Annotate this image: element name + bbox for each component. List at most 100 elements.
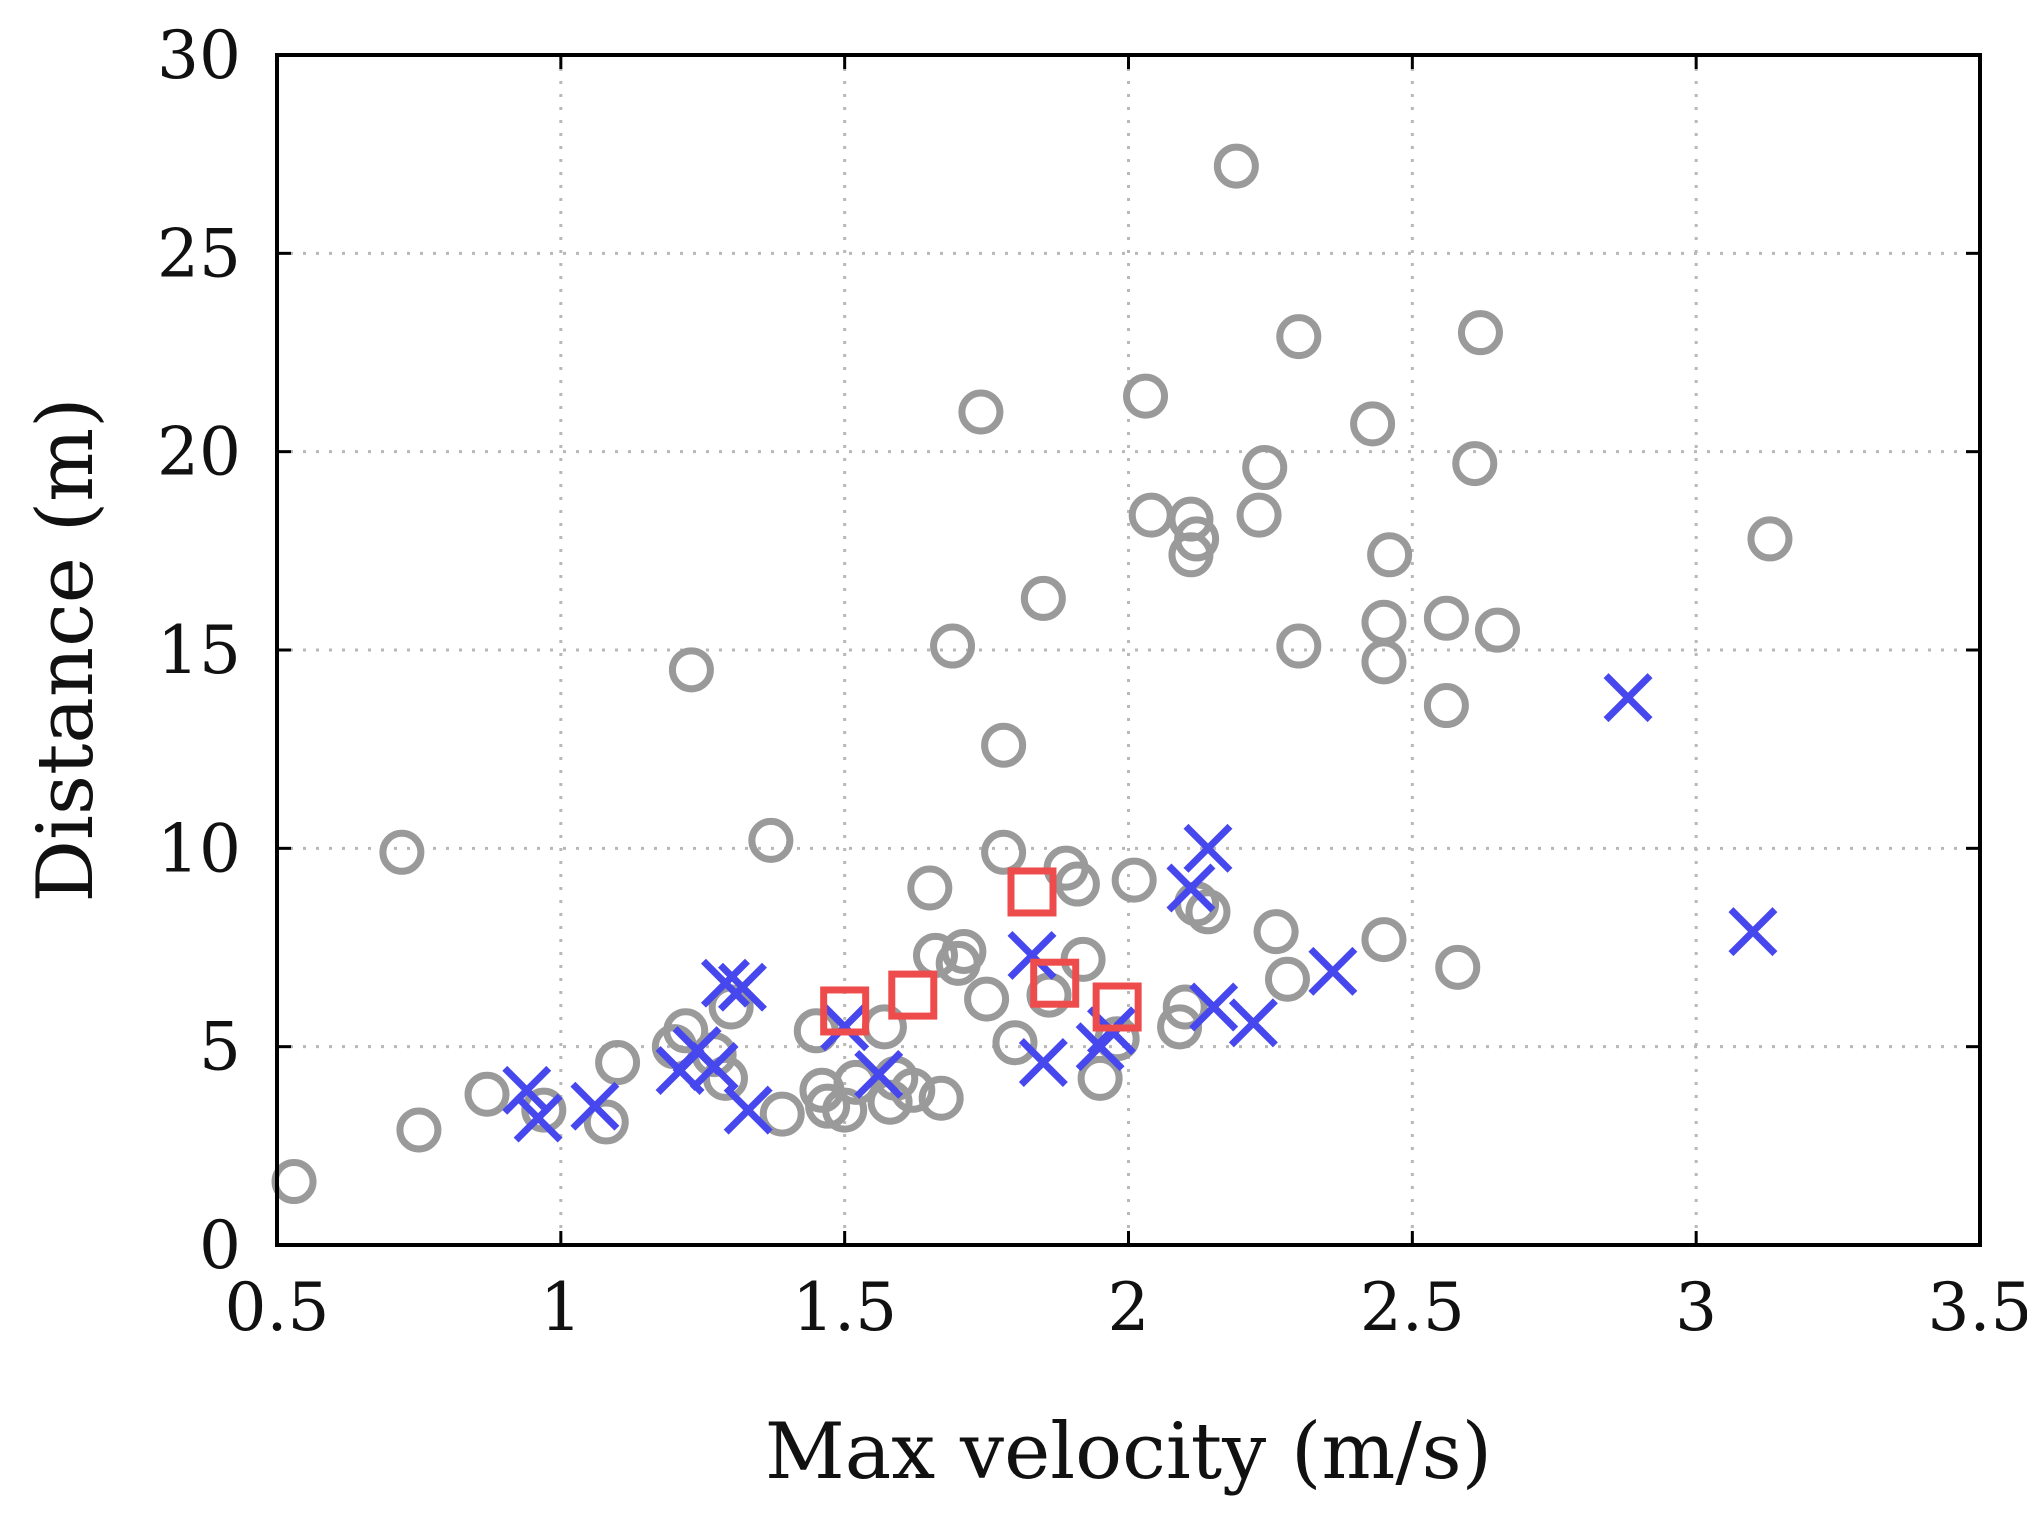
circle-point [1361, 917, 1407, 963]
square-point [1030, 958, 1080, 1008]
plot-frame [275, 53, 1982, 1247]
circle-point [1242, 445, 1288, 491]
circle-point [1474, 607, 1520, 653]
square-point [888, 970, 938, 1020]
square-point [1007, 867, 1057, 917]
circle-point [663, 1008, 709, 1054]
circle-point [1054, 861, 1100, 907]
circle-point [1020, 575, 1066, 621]
circle-point [981, 722, 1027, 768]
circle-point [668, 647, 714, 693]
cross-point [854, 1049, 904, 1099]
x-tick-label: 0.5 [225, 1269, 330, 1346]
cross-point [1007, 930, 1057, 980]
y-tick-label: 10 [157, 810, 241, 887]
circle-point [396, 1107, 442, 1153]
square-point [1092, 982, 1142, 1032]
y-tick-label: 30 [157, 17, 241, 94]
cross-point [1228, 998, 1278, 1048]
circle-point [981, 829, 1027, 875]
circle-point [1077, 1055, 1123, 1101]
y-axis-label: Distance (m) [21, 397, 111, 902]
circle-point [1361, 599, 1407, 645]
circle-point [1174, 516, 1220, 562]
circle-point [595, 1040, 641, 1086]
circle-point [1350, 401, 1396, 447]
y-tick-label: 0 [199, 1207, 241, 1284]
circle-point [1457, 310, 1503, 356]
axis-ticks: 0.5 1 1.5 2 2.5 3 3.5 0 5 10 15 20 25 30 [157, 17, 2027, 1346]
circle-point [1185, 889, 1231, 935]
cross-point [1603, 673, 1653, 723]
circle-point [1264, 956, 1310, 1002]
square-point [820, 986, 870, 1036]
cross-point [1166, 863, 1216, 913]
circle-point [1435, 944, 1481, 990]
circle-point [964, 976, 1010, 1022]
series-squares [820, 867, 1142, 1036]
cross-point [1018, 1038, 1068, 1088]
circle-point [1168, 496, 1214, 542]
circle-point [1361, 639, 1407, 685]
circle-point [379, 829, 425, 875]
circle-point [992, 1020, 1038, 1066]
y-tick-label: 5 [199, 1009, 241, 1086]
grid-lines [277, 55, 1980, 1245]
cross-point [1189, 982, 1239, 1032]
circle-point [958, 389, 1004, 435]
cross-point [1308, 946, 1358, 996]
cross-point [718, 962, 767, 1012]
cross-point [1183, 823, 1233, 873]
cross-point [700, 958, 750, 1008]
circle-point [941, 928, 987, 974]
circle-point [1423, 683, 1469, 729]
circle-point [1276, 623, 1322, 669]
circle-point [1253, 909, 1299, 955]
circle-point [748, 817, 794, 863]
circle-point [521, 1087, 567, 1133]
circle-point [1236, 492, 1282, 538]
circle-point [1128, 492, 1174, 538]
x-tick-label: 3.5 [1928, 1269, 2027, 1346]
cross-point [513, 1093, 563, 1143]
circle-point [918, 1075, 964, 1121]
cross-point [1728, 907, 1778, 957]
x-tick-label: 3 [1675, 1269, 1717, 1346]
circle-point [1423, 595, 1469, 641]
cross-point [689, 1042, 739, 1091]
x-tick-label: 1.5 [792, 1269, 897, 1346]
circle-point [583, 1099, 629, 1145]
circle-point [1111, 857, 1157, 903]
circle-point [464, 1071, 510, 1117]
x-tick-label: 1 [540, 1269, 582, 1346]
y-tick-label: 25 [157, 215, 241, 292]
circle-point [1276, 314, 1322, 360]
circle-point [1162, 984, 1208, 1030]
series-crosses [502, 673, 1778, 1143]
y-tick-label: 15 [157, 612, 241, 689]
circle-point [1452, 441, 1498, 487]
circle-point [1094, 1016, 1140, 1062]
data-marks [271, 143, 1793, 1205]
circle-point [1367, 532, 1413, 578]
x-tick-label: 2 [1108, 1269, 1150, 1346]
circle-point [805, 1083, 851, 1129]
cross-point [820, 1002, 870, 1052]
circle-point [1123, 373, 1169, 419]
circle-point [930, 623, 976, 669]
circle-point [1213, 143, 1259, 189]
cross-point [502, 1065, 552, 1115]
series-circles [271, 143, 1793, 1205]
circle-point [271, 1159, 317, 1205]
cross-point [570, 1081, 620, 1131]
x-tick-label: 2.5 [1360, 1269, 1465, 1346]
y-tick-label: 20 [157, 414, 241, 491]
circle-point [822, 1087, 868, 1133]
circle-point [759, 1091, 805, 1137]
x-axis-label: Max velocity (m/s) [765, 1407, 1492, 1497]
circle-point [907, 865, 953, 911]
cross-point [723, 1085, 773, 1135]
circle-point [1747, 516, 1793, 562]
